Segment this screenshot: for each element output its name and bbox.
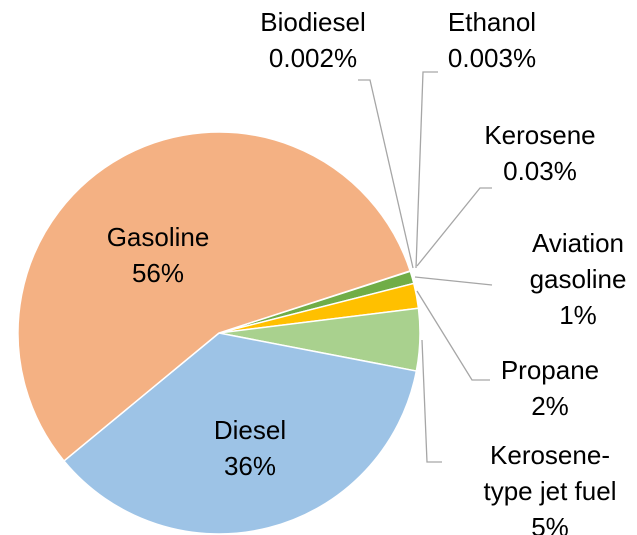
category-name: Propane <box>500 355 600 385</box>
slice <box>17 131 412 462</box>
value-label: 36% <box>223 451 277 481</box>
slice-label: Kerosene-type jet fuel 5% <box>466 437 634 535</box>
leader-line <box>421 339 442 463</box>
value-label: 0.002% <box>268 43 358 73</box>
leader-line <box>416 187 492 267</box>
slice-label: Ethanol 0.003% <box>417 4 567 76</box>
slice-label: Biodiesel 0.002% <box>238 4 388 76</box>
leader-line <box>414 276 493 286</box>
category-name: Aviation gasoline <box>529 228 627 294</box>
slices <box>17 131 421 535</box>
value-label: 0.03% <box>503 156 577 186</box>
leader-line <box>415 71 438 269</box>
category-name: Biodiesel <box>260 7 366 37</box>
value-label: 5% <box>531 512 569 535</box>
value-label: 2% <box>531 391 569 421</box>
slice-label: Kerosene 0.03% <box>465 117 615 189</box>
leader-line <box>358 79 414 269</box>
category-name: Kerosene-type jet fuel <box>483 440 617 506</box>
category-name: Diesel <box>213 415 287 445</box>
leader-lines <box>358 71 493 463</box>
slice-label: Aviation gasoline 1% <box>516 225 637 333</box>
leader-line <box>416 290 490 381</box>
value-label: 56% <box>131 258 185 288</box>
category-name: Kerosene <box>484 120 596 150</box>
slice <box>62 332 418 535</box>
value-label: 0.003% <box>447 43 537 73</box>
category-name: Gasoline <box>106 222 210 252</box>
slice-label: Gasoline 56% <box>83 219 233 291</box>
value-label: 1% <box>559 300 597 330</box>
category-name: Ethanol <box>447 7 537 37</box>
slice-label: Diesel 36% <box>175 412 325 484</box>
slice-label: Propane 2% <box>475 352 625 424</box>
